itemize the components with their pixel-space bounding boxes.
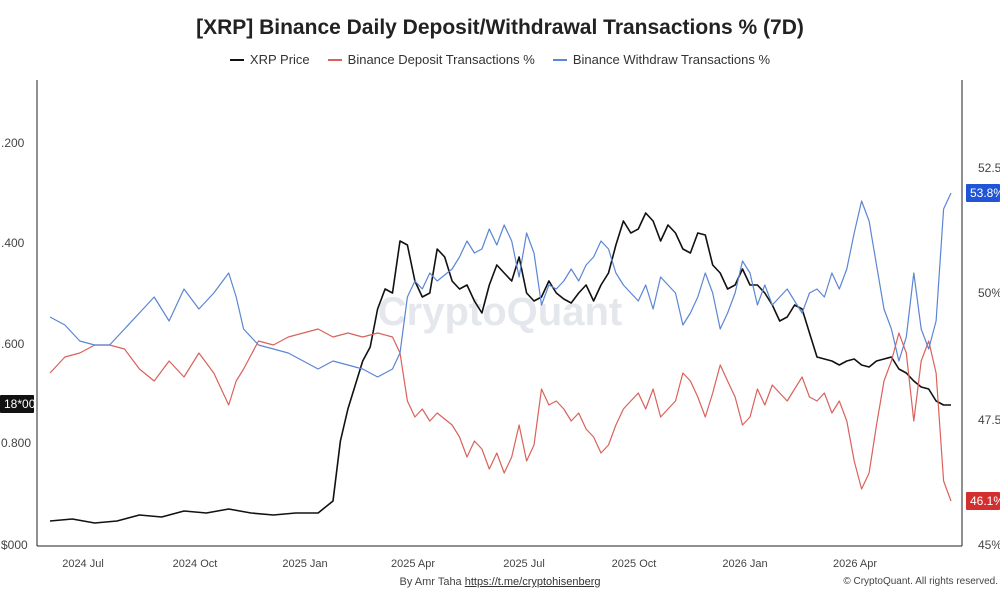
chart-title: [XRP] Binance Daily Deposit/Withdrawal T… bbox=[196, 16, 804, 39]
deposit-line bbox=[49, 328, 952, 502]
right-tick-label: 47.5 bbox=[978, 413, 1000, 427]
deposit-last-badge-bg bbox=[966, 492, 1000, 510]
deposit-last-badge: 46.1% bbox=[970, 494, 1000, 508]
price-line bbox=[49, 212, 951, 524]
left-tick-label: 0.800 bbox=[1, 436, 31, 450]
footer-author: By Amr Taha bbox=[399, 576, 462, 588]
withdraw-line bbox=[49, 192, 952, 378]
x-tick-label: 2026 Jan bbox=[722, 558, 767, 570]
x-tick-label: 2025 Jan bbox=[282, 558, 327, 570]
left-tick-label: .200 bbox=[1, 136, 25, 150]
legend-label-withdraw: Binance Withdraw Transactions % bbox=[572, 52, 771, 67]
withdraw-last-badge: 53.8% bbox=[970, 186, 1000, 200]
legend-label-price: XRP Price bbox=[249, 52, 310, 67]
watermark: CryptoQuant bbox=[378, 290, 622, 334]
x-tick-label: 2026 Apr bbox=[833, 558, 877, 570]
legend-swatch-deposit bbox=[327, 58, 342, 61]
legend: XRP Price Binance Deposit Transactions %… bbox=[0, 52, 1000, 67]
left-tick-label: .600 bbox=[1, 337, 25, 351]
left-tick-label: .400 bbox=[1, 236, 25, 250]
legend-label-deposit: Binance Deposit Transactions % bbox=[347, 52, 535, 67]
left-cursor-badge: 18*00 bbox=[4, 397, 36, 411]
right-tick-label: 45% bbox=[978, 538, 1000, 552]
x-tick-label: 2025 Apr bbox=[391, 558, 435, 570]
x-tick-label: 2025 Oct bbox=[612, 558, 657, 570]
left-cursor-badge-bg bbox=[0, 395, 34, 413]
withdraw-last-badge-bg bbox=[966, 184, 1000, 202]
right-tick-label: 50% bbox=[978, 286, 1000, 300]
x-tick-label: 2024 Jul bbox=[62, 558, 104, 570]
footer-credit: By Amr Taha https://t.me/cryptohisenberg bbox=[0, 576, 1000, 588]
x-tick-label: 2024 Oct bbox=[173, 558, 218, 570]
legend-item-deposit[interactable]: Binance Deposit Transactions % bbox=[327, 52, 535, 67]
copyright: © CryptoQuant. All rights reserved. bbox=[843, 576, 998, 587]
legend-item-withdraw[interactable]: Binance Withdraw Transactions % bbox=[552, 52, 771, 67]
legend-item-price[interactable]: XRP Price bbox=[229, 52, 310, 67]
right-tick-label: 52.5 bbox=[978, 161, 1000, 175]
left-tick-label: $000 bbox=[1, 538, 28, 552]
footer-link[interactable]: https://t.me/cryptohisenberg bbox=[464, 576, 601, 588]
legend-swatch-price bbox=[229, 58, 244, 61]
x-tick-label: 2025 Jul bbox=[503, 558, 545, 570]
legend-swatch-withdraw bbox=[552, 58, 567, 61]
